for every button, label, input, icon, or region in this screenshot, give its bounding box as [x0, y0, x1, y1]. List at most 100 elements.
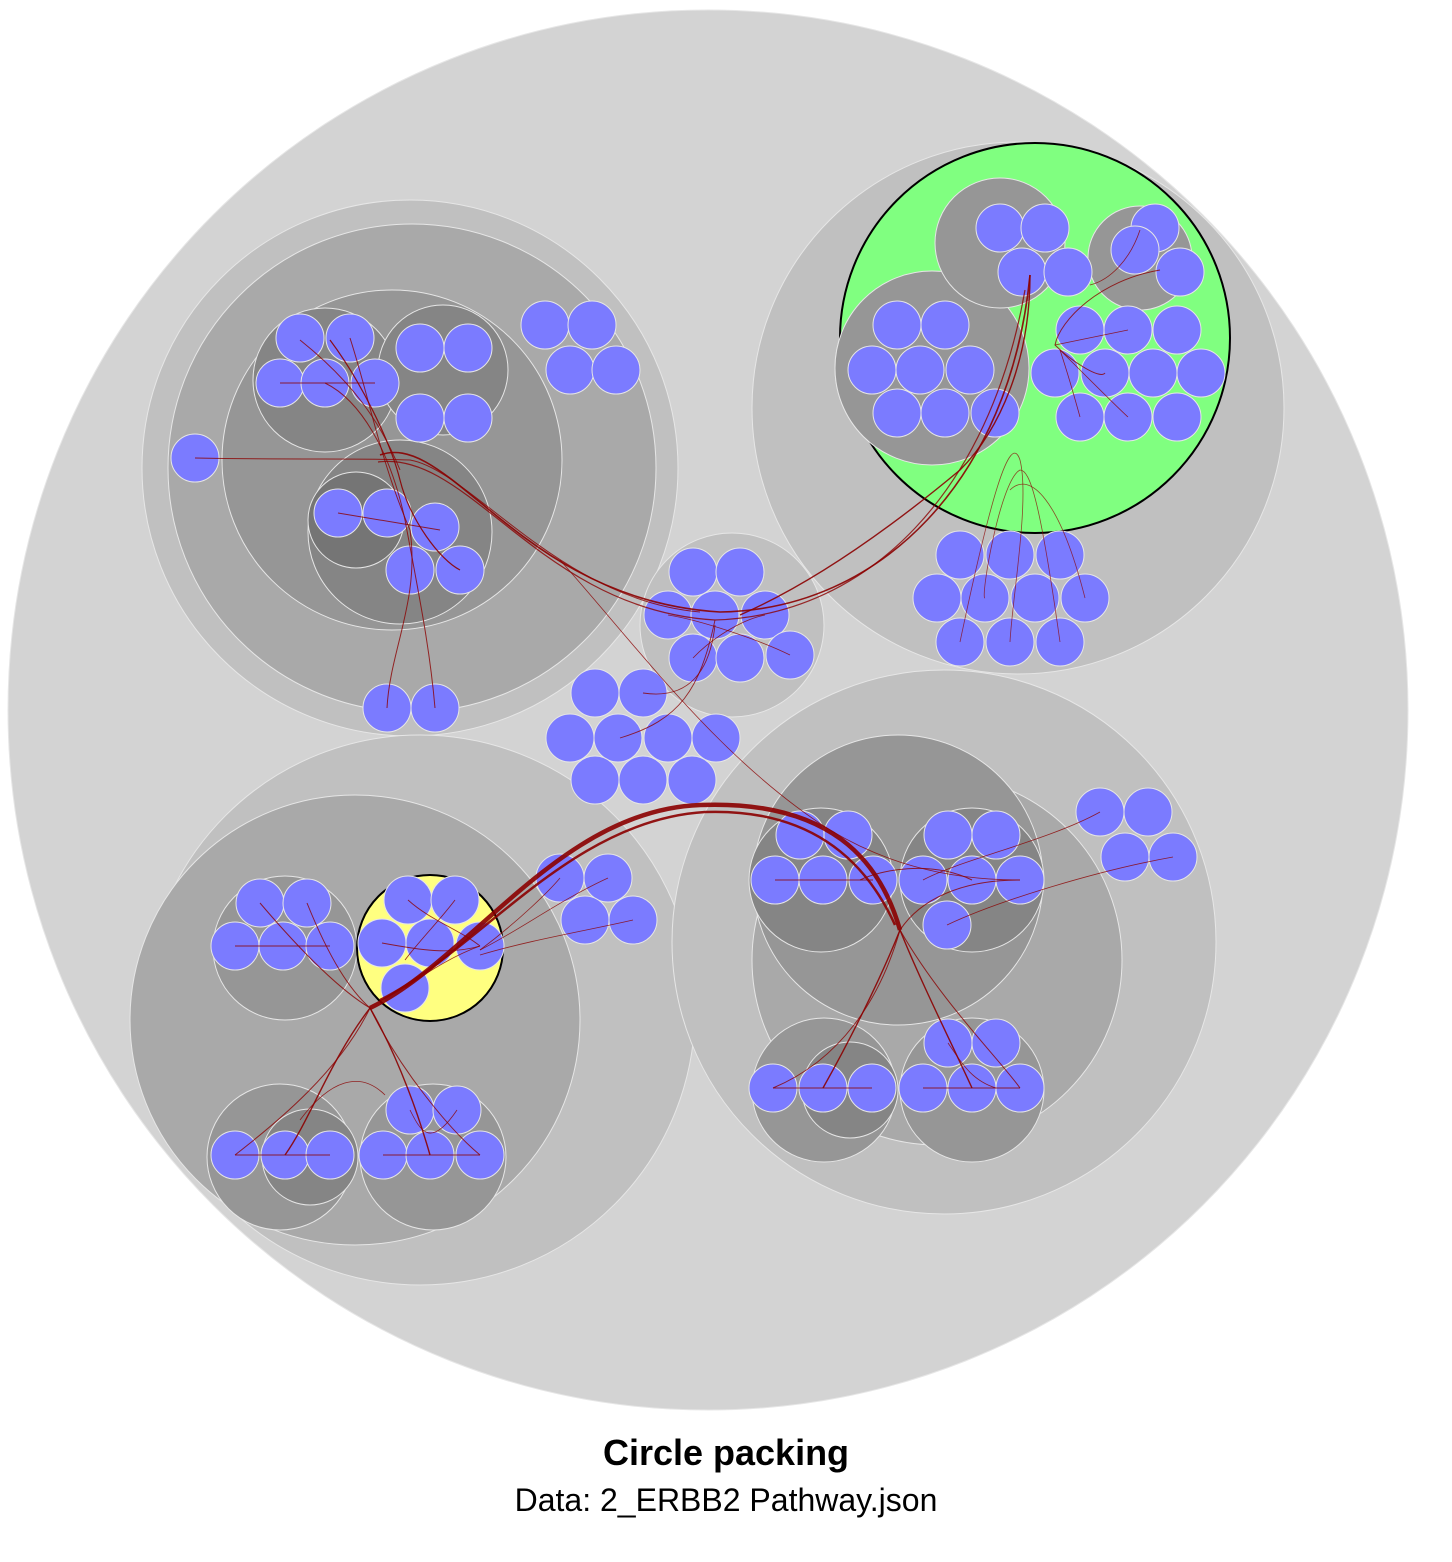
leaf-node — [1123, 787, 1173, 837]
edge-path — [284, 1007, 371, 1156]
leaf-node — [997, 247, 1047, 297]
edge-path — [194, 457, 701, 613]
leaf-node — [560, 895, 610, 945]
leaf-node — [920, 388, 970, 438]
leaf-node — [945, 345, 995, 395]
edge-path — [899, 929, 1021, 1089]
edge-path — [337, 512, 441, 531]
edge-path — [642, 624, 716, 695]
edge-path — [479, 919, 634, 956]
leaf-node — [1155, 247, 1205, 297]
leaf-node — [872, 300, 922, 350]
leaf-node — [667, 755, 717, 805]
leaf-node — [920, 300, 970, 350]
edge-path — [946, 856, 1174, 926]
leaf-node — [405, 918, 455, 968]
leaf-node — [970, 388, 1020, 438]
leaf-node — [591, 345, 641, 395]
edge-path — [1089, 229, 1141, 286]
leaf-node — [1128, 348, 1178, 398]
edge-path — [369, 802, 903, 1011]
edge-path — [324, 382, 436, 709]
leaf-node — [618, 755, 668, 805]
leaf-node — [1110, 225, 1160, 275]
group-c1 — [129, 794, 581, 1246]
leaf-node — [395, 393, 445, 443]
edge-path — [772, 929, 901, 1089]
edge-path — [381, 942, 481, 952]
leaf-node — [1043, 247, 1093, 297]
leaf-node — [443, 323, 493, 373]
edge-path — [404, 899, 456, 961]
edge-path — [259, 902, 371, 1009]
leaf-node — [872, 388, 922, 438]
edge-path — [959, 452, 1024, 643]
leaf-node — [971, 810, 1021, 860]
leaf-node — [1055, 305, 1105, 355]
edge-path — [739, 274, 1031, 616]
figure-title: Circle packing — [602, 1432, 850, 1473]
edge-path — [983, 469, 1061, 643]
edge-path — [234, 1007, 371, 1156]
edge-path — [1054, 269, 1161, 375]
leaf-node — [520, 300, 570, 350]
leaf-node — [410, 502, 460, 552]
leaf-node — [985, 530, 1035, 580]
figure-subtitle: Data: 2_ERBB2 Pathway.json — [514, 1482, 938, 1518]
edge-path — [409, 1109, 458, 1134]
leaf-node — [570, 755, 620, 805]
leaf-node — [1020, 203, 1070, 253]
edge-path — [899, 879, 1021, 931]
edge-path — [404, 945, 481, 989]
leaf-node — [443, 393, 493, 443]
edge-path — [1054, 329, 1129, 346]
edge-path — [306, 902, 371, 1009]
leaf-node — [395, 323, 445, 373]
leaf-node — [715, 633, 765, 683]
edge-path — [407, 899, 481, 947]
leaf-node — [1100, 832, 1150, 882]
leaf-node — [691, 713, 741, 763]
leaf-node — [668, 547, 718, 597]
edge-path — [1059, 349, 1129, 418]
leaf-node — [715, 547, 765, 597]
leaf-node — [545, 345, 595, 395]
leaf-node — [1010, 573, 1060, 623]
edge-path — [667, 614, 791, 656]
edge-path — [377, 289, 1026, 621]
edge-path — [922, 811, 1101, 881]
leaf-node — [275, 313, 325, 363]
leaf-node — [971, 1018, 1021, 1068]
leaf-node — [362, 488, 412, 538]
leaf-node — [1152, 305, 1202, 355]
edge-path — [1009, 483, 1086, 599]
packed-circles — [7, 9, 1409, 1411]
leaf-node — [1176, 348, 1226, 398]
edge-path — [899, 929, 973, 1089]
leaf-node — [895, 345, 945, 395]
leaf-node — [545, 713, 595, 763]
edge-path — [299, 1080, 386, 1121]
leaf-node — [847, 345, 897, 395]
edge-path — [479, 877, 609, 951]
edge-path — [349, 337, 413, 709]
leaf-node — [593, 713, 643, 763]
edge-path — [859, 868, 973, 881]
circle-packing-diagram — [7, 9, 1409, 1411]
edge-path — [329, 339, 461, 571]
edge-path — [947, 1042, 997, 1089]
leaf-node — [935, 530, 985, 580]
leaf-node — [1152, 392, 1202, 442]
edge-path — [369, 1007, 481, 1156]
leaf-node — [923, 810, 973, 860]
edge-path — [379, 810, 897, 1002]
leaf-node — [912, 573, 962, 623]
leaf-node — [1030, 348, 1080, 398]
leaf-node — [567, 300, 617, 350]
edge-path — [299, 339, 401, 471]
leaf-node — [570, 668, 620, 718]
leaf-node — [975, 203, 1025, 253]
bundled-edges — [194, 229, 1174, 1156]
edge-path — [692, 614, 766, 659]
edge-path — [1059, 349, 1081, 418]
